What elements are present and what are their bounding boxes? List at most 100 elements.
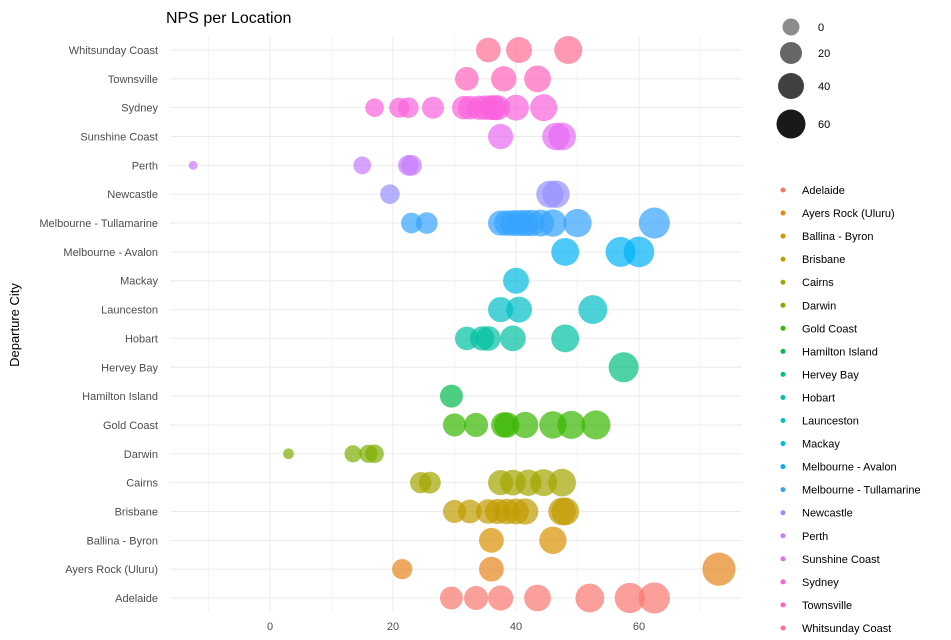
data-point — [479, 527, 504, 553]
y-tick-label: Gold Coast — [103, 420, 158, 432]
color-legend-key — [780, 233, 786, 239]
color-legend-key — [780, 394, 786, 400]
data-point — [457, 499, 482, 524]
size-legend: 0 20 40 60 — [776, 18, 830, 139]
data-point — [554, 36, 583, 64]
data-point — [491, 66, 517, 92]
data-point — [503, 267, 529, 294]
y-tick-label: Hervey Bay — [101, 362, 158, 374]
color-legend-key — [780, 579, 786, 585]
data-point — [439, 586, 463, 610]
data-point — [503, 94, 529, 121]
size-legend-key — [778, 73, 804, 99]
y-tick-label: Ballina - Byron — [86, 535, 158, 547]
color-legend-label: Melbourne - Tullamarine — [802, 485, 921, 497]
data-point — [702, 552, 736, 586]
data-point — [418, 471, 441, 494]
color-legend-label: Mackay — [802, 439, 840, 451]
color-legend-label: Gold Coast — [802, 323, 857, 335]
size-legend-label: 20 — [818, 48, 830, 60]
y-tick-label: Melbourne - Avalon — [63, 247, 158, 259]
color-legend-label: Townsville — [802, 600, 852, 612]
y-tick-label: Adelaide — [115, 593, 158, 605]
y-tick-label: Sunshine Coast — [80, 132, 158, 144]
color-legend-label: Adelaide — [802, 185, 845, 197]
data-point — [463, 412, 489, 437]
color-legend-label: Hamilton Island — [802, 346, 878, 358]
data-point — [479, 556, 504, 582]
data-point — [638, 207, 670, 239]
y-axis-title: Departure City — [7, 283, 22, 367]
size-legend-key — [782, 18, 800, 36]
y-tick-label: Whitsunday Coast — [69, 45, 158, 57]
x-tick-label: 40 — [510, 621, 522, 633]
color-legend-key — [780, 487, 786, 493]
data-point — [475, 326, 501, 351]
color-legend-key — [780, 625, 786, 631]
data-point — [283, 448, 294, 460]
data-point — [551, 497, 580, 526]
x-tick-label: 0 — [267, 621, 273, 633]
y-tick-label: Newcastle — [107, 189, 158, 201]
size-legend-key — [776, 109, 806, 139]
data-point — [524, 65, 551, 93]
color-legend-key — [780, 371, 786, 377]
chart-title: NPS per Location — [166, 10, 291, 27]
y-tick-labels: Adelaide Ayers Rock (Uluru) Ballina - Byro… — [39, 45, 158, 605]
color-legend-key — [780, 302, 786, 308]
y-tick-label: Cairns — [126, 478, 158, 490]
data-point — [563, 208, 592, 238]
size-legend-label: 60 — [818, 119, 830, 131]
color-legend-key — [780, 464, 786, 470]
color-legend-label: Darwin — [802, 300, 836, 312]
data-point — [506, 296, 533, 323]
color-legend-key — [780, 210, 786, 216]
data-point — [539, 209, 567, 237]
color-legend-key — [780, 256, 786, 262]
color-legend-key — [780, 187, 786, 193]
data-point — [488, 296, 514, 323]
color-legend-label: Sunshine Coast — [802, 554, 880, 566]
data-point — [608, 352, 639, 383]
color-legend-label: Brisbane — [802, 254, 845, 266]
data-point — [638, 582, 670, 614]
y-tick-label: Sydney — [121, 103, 158, 115]
color-legend-key — [780, 418, 786, 423]
color-legend-key — [780, 348, 786, 354]
data-points — [188, 36, 736, 614]
data-point — [542, 180, 570, 208]
y-tick-label: Townsville — [108, 74, 158, 86]
data-point — [551, 237, 580, 266]
color-legend-label: Melbourne - Avalon — [802, 462, 897, 474]
data-point — [530, 94, 558, 122]
y-tick-label: Hamilton Island — [82, 391, 158, 403]
data-point — [548, 468, 576, 497]
color-legend-label: Sydney — [802, 577, 839, 589]
color-legend-key — [780, 279, 786, 285]
size-legend-label: 0 — [818, 22, 824, 34]
data-point — [575, 583, 605, 613]
color-legend-label: Perth — [802, 531, 828, 543]
color-legend-key — [780, 556, 786, 562]
size-legend-label: 40 — [818, 81, 830, 93]
color-legend-label: Whitsunday Coast — [802, 623, 891, 635]
color-legend-label: Ballina - Byron — [802, 231, 874, 243]
data-point — [548, 122, 576, 151]
data-point — [439, 384, 463, 408]
color-legend-key — [780, 325, 786, 331]
data-point — [380, 184, 400, 204]
data-point — [442, 413, 467, 437]
data-point — [365, 98, 384, 117]
size-legend-key — [780, 42, 802, 64]
data-point — [512, 411, 539, 439]
data-point — [344, 445, 362, 463]
data-point — [421, 96, 444, 119]
data-point — [401, 212, 422, 234]
data-point — [578, 295, 608, 325]
color-legend-key — [780, 510, 786, 516]
data-point — [557, 410, 586, 439]
data-point — [415, 212, 438, 234]
color-legend-label: Cairns — [802, 277, 834, 289]
data-point — [539, 526, 567, 555]
